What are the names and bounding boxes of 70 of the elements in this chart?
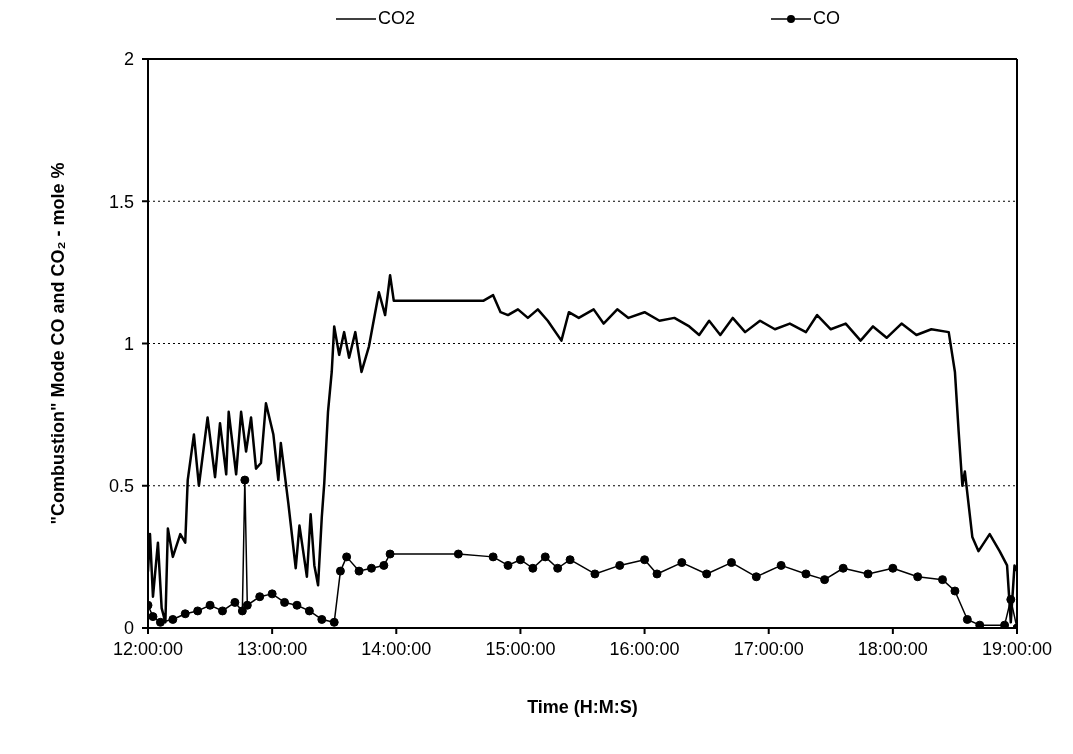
point — [205, 600, 215, 610]
point — [888, 563, 898, 573]
point — [801, 569, 811, 579]
point — [148, 612, 158, 622]
point — [217, 606, 227, 616]
point — [553, 563, 563, 573]
point — [640, 555, 650, 565]
point — [342, 552, 352, 562]
point — [453, 549, 463, 559]
x-tick-label: 13:00:00 — [237, 638, 308, 659]
x-tick-label: 17:00:00 — [733, 638, 804, 659]
point — [540, 552, 550, 562]
x-tick-label: 15:00:00 — [485, 638, 556, 659]
point — [776, 560, 786, 570]
point — [280, 597, 290, 607]
point — [565, 555, 575, 565]
point — [652, 569, 662, 579]
point — [615, 560, 625, 570]
point — [267, 589, 277, 599]
x-axis-title: Time (H:M:S) — [527, 697, 638, 717]
point — [168, 614, 178, 624]
point — [354, 566, 364, 576]
y-tick-label: 1 — [123, 333, 134, 354]
point — [590, 569, 600, 579]
point — [240, 475, 250, 485]
point — [975, 620, 985, 628]
point — [379, 560, 389, 570]
point — [193, 606, 203, 616]
point — [528, 563, 538, 573]
y-tick-label: 1.5 — [108, 191, 134, 212]
point — [950, 586, 960, 596]
point — [317, 614, 327, 624]
point — [702, 569, 712, 579]
point — [677, 558, 687, 568]
point — [242, 600, 252, 610]
point — [503, 560, 513, 570]
point — [820, 575, 830, 585]
point — [1006, 595, 1016, 605]
y-axis-title: "Combustion" Mode CO and CO₂ - mole % — [48, 162, 69, 525]
y-tick-label: 0.5 — [108, 476, 134, 497]
point — [237, 606, 247, 616]
point — [329, 617, 339, 627]
point — [366, 563, 376, 573]
legend-label: CO — [812, 8, 840, 30]
point — [335, 566, 345, 576]
point — [385, 549, 395, 559]
x-tick-label: 12:00:00 — [112, 638, 184, 659]
x-tick-label: 18:00:00 — [857, 638, 928, 659]
point — [255, 592, 265, 602]
point — [488, 552, 498, 562]
point — [515, 555, 525, 565]
y-tick-label: 2 — [123, 49, 134, 70]
point — [863, 569, 873, 579]
point — [180, 609, 190, 619]
legend-label: CO2 — [377, 8, 415, 30]
point — [230, 597, 240, 607]
x-tick-label: 16:00:00 — [609, 638, 680, 659]
point — [751, 572, 761, 582]
point — [292, 600, 302, 610]
y-tick-label: 0 — [123, 618, 134, 639]
point — [304, 606, 314, 616]
point — [1000, 620, 1010, 628]
x-tick-label: 19:00:00 — [981, 638, 1053, 659]
point — [913, 572, 923, 582]
point — [962, 614, 972, 624]
point — [726, 558, 736, 568]
point — [938, 575, 948, 585]
x-tick-label: 14:00:00 — [361, 638, 432, 659]
point — [838, 563, 848, 573]
point — [155, 617, 165, 627]
